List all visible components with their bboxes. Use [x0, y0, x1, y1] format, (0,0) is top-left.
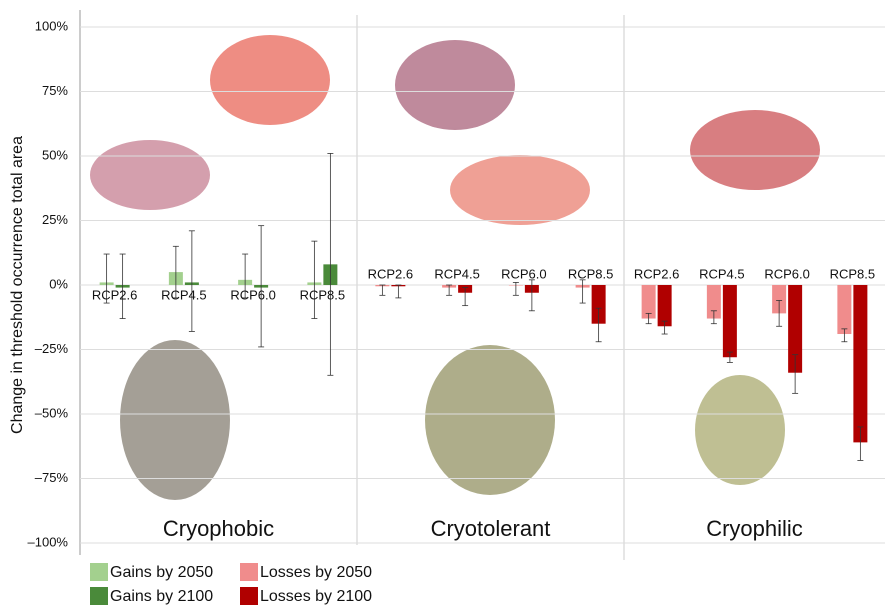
- legend-label: Losses by 2100: [260, 588, 372, 605]
- group-label: Cryophilic: [706, 516, 803, 541]
- x-tick-label: RCP6.0: [230, 287, 276, 302]
- error-bar: [529, 280, 535, 311]
- y-tick-label: –50%: [35, 405, 69, 420]
- legend-swatch: [240, 563, 258, 581]
- y-tick-label: –25%: [35, 341, 69, 356]
- error-bar: [311, 241, 317, 318]
- legend-swatch: [90, 587, 108, 605]
- legend-label: Gains by 2050: [110, 564, 213, 581]
- group-label: Cryophobic: [163, 516, 274, 541]
- x-tick-label: RCP8.5: [568, 266, 614, 281]
- legend-label: Gains by 2100: [110, 588, 213, 605]
- x-tick-label: RCP6.0: [501, 266, 547, 281]
- x-tick-label: RCP4.5: [699, 266, 745, 281]
- bar: [658, 285, 672, 326]
- y-tick-label: 50%: [42, 147, 68, 162]
- legend-swatch: [240, 587, 258, 605]
- error-bar: [379, 285, 385, 295]
- x-tick-label: RCP8.5: [300, 287, 346, 302]
- x-tick-label: RCP2.6: [368, 266, 414, 281]
- error-bar: [580, 280, 586, 303]
- y-tick-label: 0%: [49, 276, 68, 291]
- error-bar: [513, 282, 519, 295]
- x-tick-label: RCP6.0: [764, 266, 810, 281]
- x-tick-label: RCP4.5: [161, 287, 207, 302]
- y-tick-label: –75%: [35, 470, 69, 485]
- y-tick-label: –100%: [28, 534, 69, 549]
- bar: [837, 285, 851, 334]
- group-label: Cryotolerant: [431, 516, 551, 541]
- error-bar: [395, 285, 401, 298]
- x-tick-label: RCP2.6: [92, 287, 138, 302]
- y-tick-label: 75%: [42, 83, 68, 98]
- y-tick-label: 100%: [35, 18, 69, 33]
- bar: [723, 285, 737, 357]
- x-tick-label: RCP8.5: [830, 266, 876, 281]
- x-tick-label: RCP2.6: [634, 266, 680, 281]
- chart: Change in threshold occurrence total are…: [0, 0, 885, 606]
- legend-swatch: [90, 563, 108, 581]
- y-axis-label: Change in threshold occurrence total are…: [9, 136, 26, 434]
- legend-label: Losses by 2050: [260, 564, 372, 581]
- x-tick-label: RCP4.5: [434, 266, 480, 281]
- error-bar: [189, 231, 195, 332]
- y-tick-label: 25%: [42, 212, 68, 227]
- bar: [853, 285, 867, 442]
